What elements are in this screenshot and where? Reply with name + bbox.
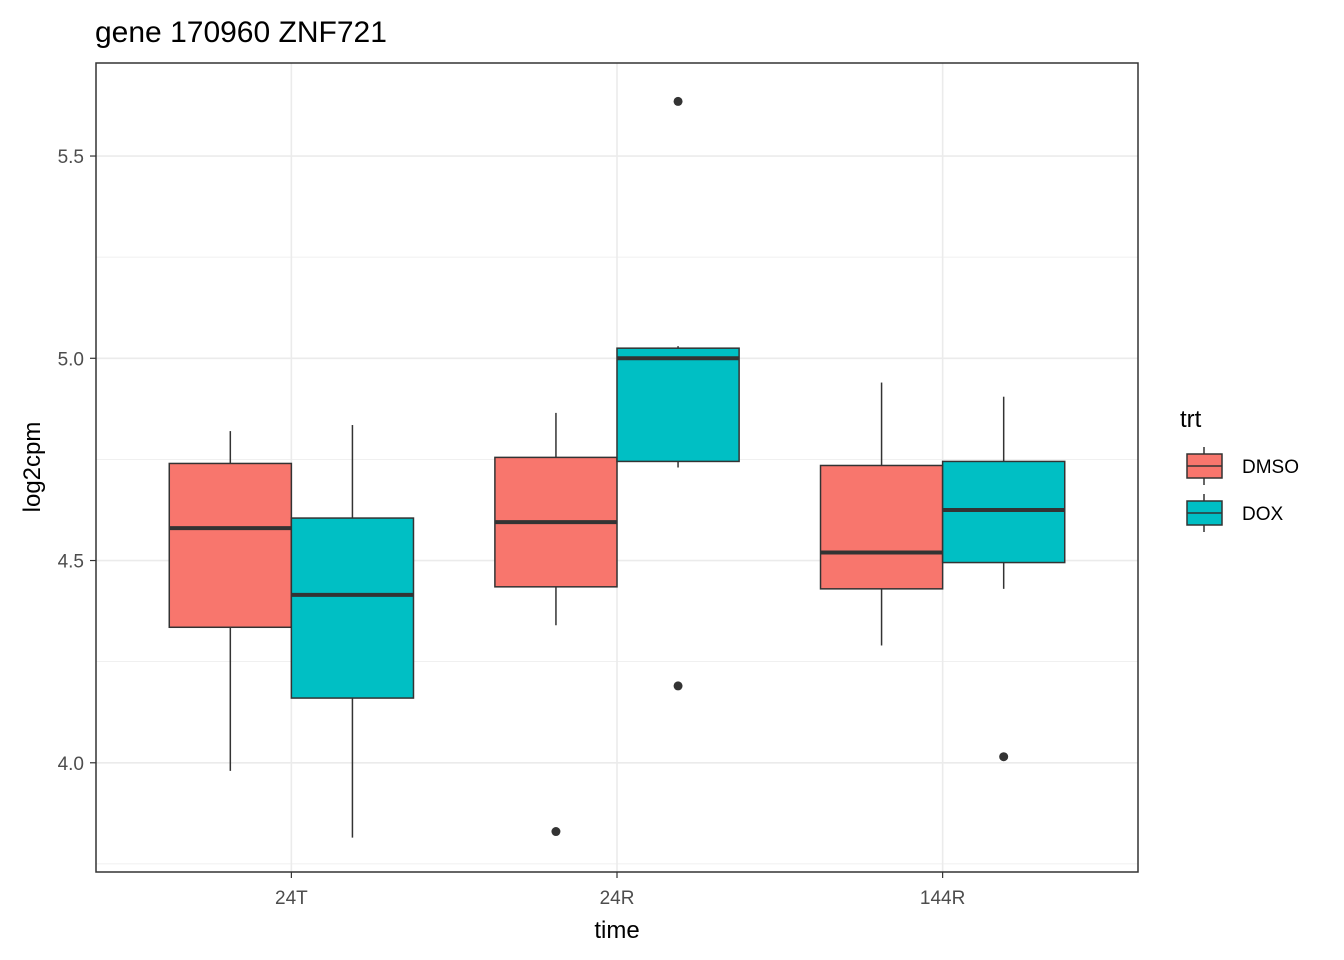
- y-axis-ticks: 4.0 4.5 5.0 5.5: [58, 147, 96, 775]
- y-tick-label: 4.5: [58, 552, 84, 573]
- y-tick-label: 5.5: [58, 147, 84, 168]
- box-body: [290, 517, 415, 699]
- x-tick-label: 144R: [920, 888, 965, 909]
- box-dox-144r: [941, 396, 1066, 762]
- boxes-layer: [168, 96, 1066, 838]
- y-axis-title: log2cpm: [19, 422, 46, 513]
- legend-item-dox: DOX: [1186, 494, 1284, 532]
- box-dox-24r: [616, 96, 740, 691]
- legend: trt DMSO DOX: [1180, 406, 1299, 532]
- legend-label: DOX: [1242, 504, 1284, 525]
- legend-label: DMSO: [1242, 457, 1299, 478]
- x-tick-label: 24R: [600, 888, 635, 909]
- x-axis-ticks: 24T 24R 144R: [275, 872, 965, 909]
- outlier-point: [673, 96, 683, 106]
- outlier-point: [673, 681, 683, 691]
- x-tick-label: 24T: [275, 888, 308, 909]
- box-body: [819, 464, 944, 590]
- box-body: [616, 347, 740, 463]
- x-axis-title: time: [594, 917, 639, 944]
- legend-item-dmso: DMSO: [1186, 447, 1299, 485]
- y-tick-label: 5.0: [58, 349, 84, 370]
- outlier-point: [551, 827, 561, 837]
- chart-title: gene 170960 ZNF721: [95, 16, 387, 49]
- y-tick-label: 4.0: [58, 754, 84, 775]
- outlier-point: [999, 752, 1009, 762]
- box-dmso-144r: [819, 382, 944, 646]
- box-body: [168, 462, 293, 629]
- legend-title: trt: [1180, 406, 1202, 433]
- box-dmso-24r: [494, 412, 618, 837]
- box-dmso-24t: [168, 431, 293, 771]
- box-dox-24t: [290, 425, 415, 838]
- box-body: [941, 460, 1066, 564]
